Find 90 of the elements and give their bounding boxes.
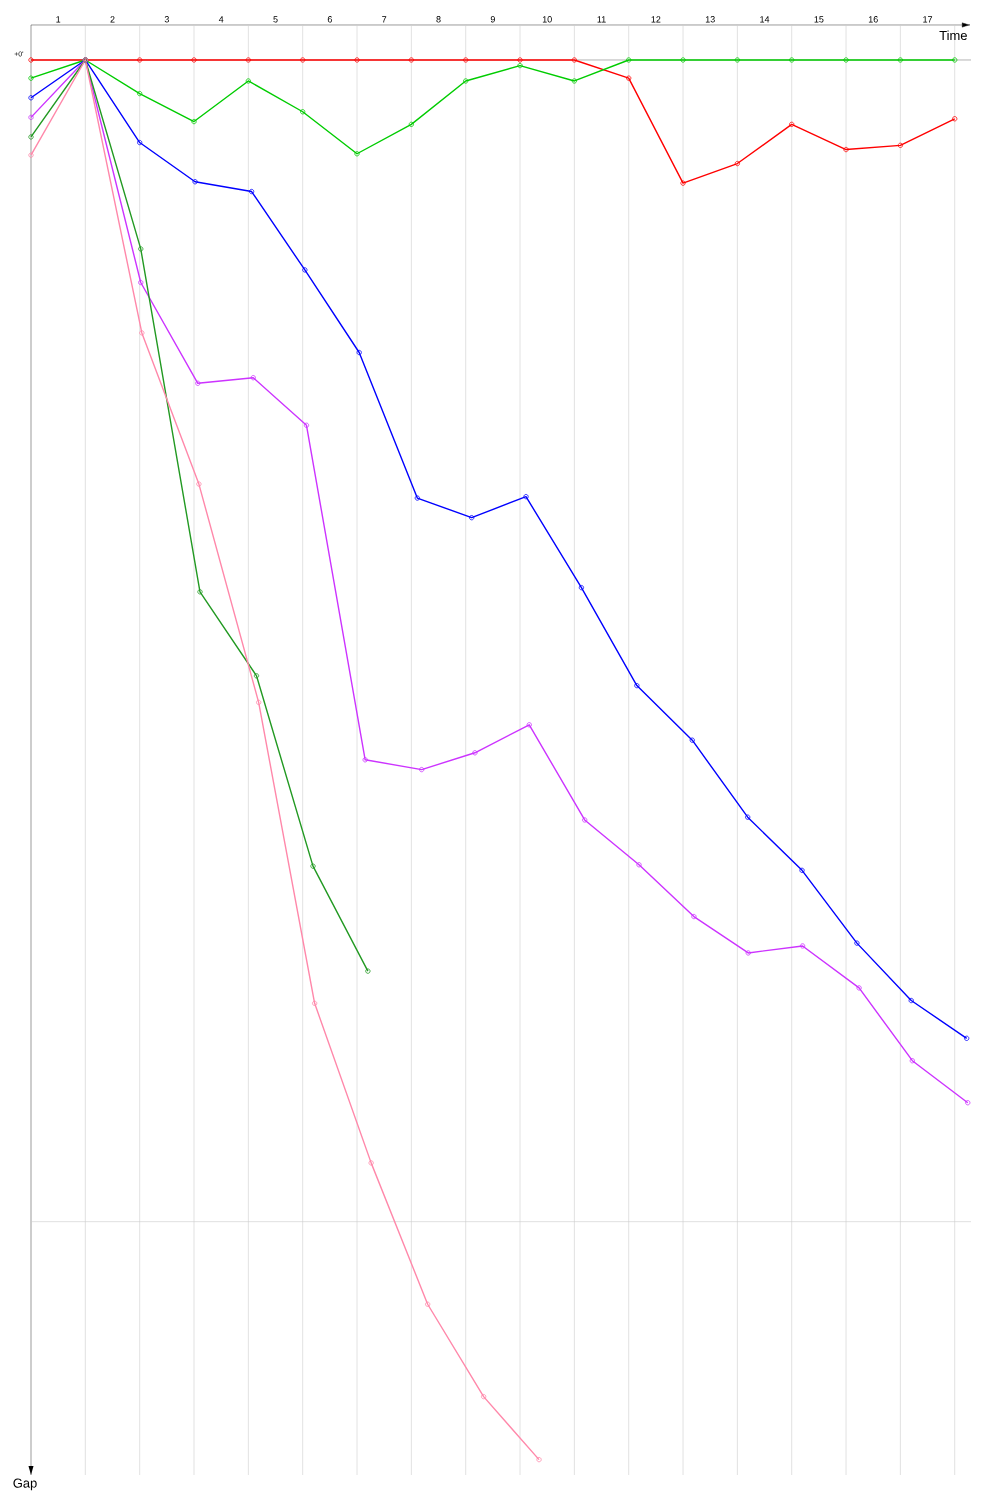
point bbox=[256, 699, 262, 706]
point bbox=[799, 867, 805, 873]
point bbox=[689, 737, 695, 743]
point bbox=[195, 380, 201, 386]
point bbox=[463, 57, 469, 63]
x-tick-label: 2 bbox=[110, 16, 115, 23]
point bbox=[626, 57, 632, 63]
point bbox=[245, 57, 251, 63]
point bbox=[472, 750, 478, 756]
point bbox=[526, 722, 532, 728]
x-axis-title: Time bbox=[939, 30, 967, 41]
point bbox=[419, 766, 425, 773]
x-tick-label: 3 bbox=[164, 16, 169, 23]
point bbox=[856, 985, 862, 991]
point bbox=[843, 57, 849, 63]
point bbox=[362, 757, 368, 763]
point bbox=[571, 57, 577, 63]
point bbox=[137, 57, 143, 63]
point bbox=[463, 78, 469, 84]
point bbox=[354, 57, 360, 63]
point bbox=[408, 57, 414, 63]
point bbox=[897, 142, 903, 148]
point bbox=[745, 814, 751, 820]
x-tick-label: 8 bbox=[436, 16, 441, 23]
point bbox=[571, 78, 577, 84]
point bbox=[680, 180, 686, 186]
point bbox=[139, 330, 145, 336]
point bbox=[908, 997, 914, 1004]
point bbox=[250, 375, 256, 381]
point bbox=[138, 279, 144, 286]
point bbox=[302, 267, 308, 273]
point bbox=[310, 863, 316, 869]
point bbox=[469, 515, 475, 521]
point bbox=[191, 57, 197, 63]
point bbox=[789, 57, 795, 63]
point bbox=[745, 950, 751, 956]
point bbox=[734, 160, 740, 167]
point bbox=[368, 1160, 374, 1166]
x-tick-label: 17 bbox=[923, 16, 933, 23]
x-tick-label: 14 bbox=[760, 16, 770, 23]
x-tick-label: 13 bbox=[705, 16, 715, 23]
x-tick-label: 11 bbox=[597, 16, 606, 23]
x-tick-label: 5 bbox=[273, 16, 278, 23]
point bbox=[517, 62, 523, 69]
point bbox=[137, 90, 143, 97]
point bbox=[303, 422, 310, 428]
point bbox=[523, 494, 529, 500]
x-tick-label: 1 bbox=[56, 16, 61, 23]
point bbox=[300, 109, 306, 115]
point bbox=[356, 349, 362, 356]
point bbox=[249, 188, 255, 195]
point bbox=[408, 121, 414, 127]
x-tick-label: 10 bbox=[542, 16, 552, 23]
x-tick-label: 9 bbox=[490, 16, 495, 23]
point bbox=[691, 913, 697, 920]
point bbox=[253, 673, 260, 679]
x-tick-label: 7 bbox=[382, 16, 387, 23]
x-tick-label: 16 bbox=[868, 16, 878, 23]
point bbox=[245, 78, 251, 84]
x-tick-label: 12 bbox=[651, 16, 661, 23]
point bbox=[634, 683, 640, 689]
point bbox=[578, 585, 585, 591]
point bbox=[481, 1394, 487, 1400]
point bbox=[192, 179, 198, 185]
point bbox=[191, 118, 197, 125]
y-axis-title: Gap bbox=[13, 1478, 37, 1491]
point bbox=[354, 151, 360, 157]
point bbox=[909, 1058, 915, 1064]
point bbox=[582, 817, 588, 823]
x-tick-label: 6 bbox=[327, 16, 332, 23]
point bbox=[312, 1000, 318, 1006]
point bbox=[196, 481, 202, 487]
point bbox=[897, 57, 903, 63]
point bbox=[680, 57, 686, 63]
point bbox=[636, 862, 642, 868]
point bbox=[517, 57, 523, 63]
point bbox=[300, 57, 306, 63]
point bbox=[843, 146, 849, 153]
point bbox=[197, 589, 203, 595]
point bbox=[138, 246, 144, 252]
point bbox=[137, 139, 143, 146]
point bbox=[789, 121, 795, 127]
point bbox=[854, 940, 860, 946]
point bbox=[425, 1301, 431, 1307]
x-tick-label: 15 bbox=[814, 16, 824, 23]
point bbox=[799, 943, 806, 949]
point bbox=[734, 57, 740, 63]
x-tick-label: 4 bbox=[218, 16, 224, 23]
point bbox=[414, 495, 420, 501]
point bbox=[626, 75, 632, 81]
